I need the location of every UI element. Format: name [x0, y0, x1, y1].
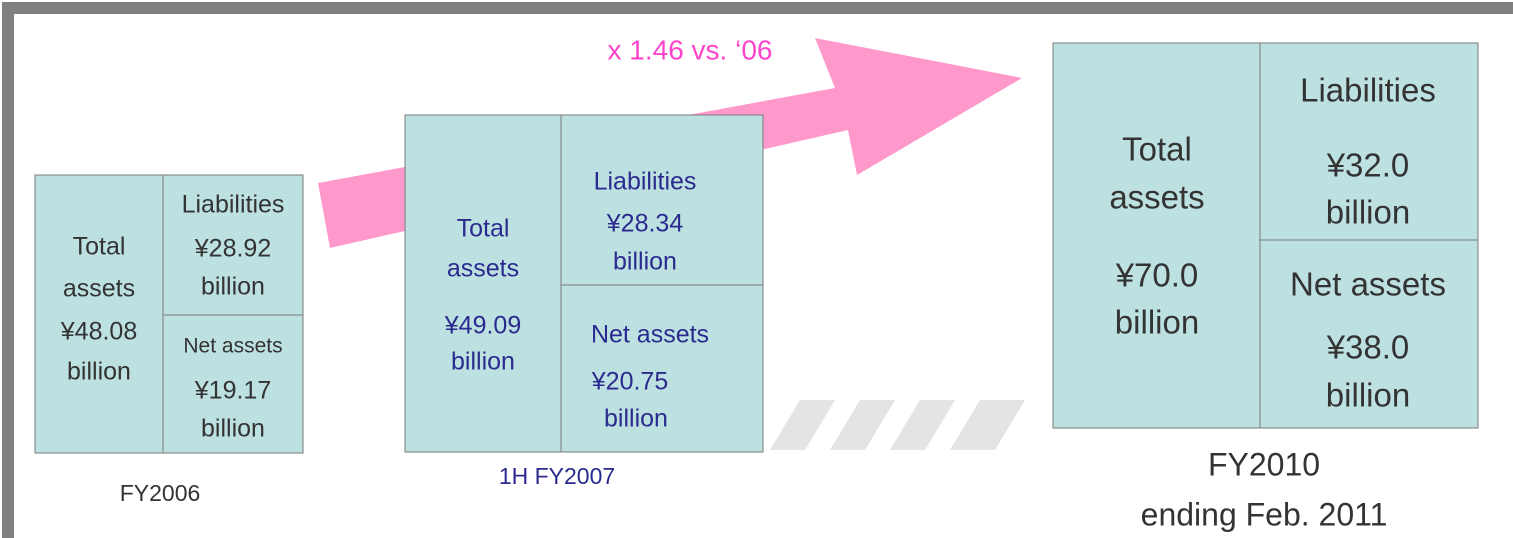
liabilities-text: billion — [201, 273, 265, 301]
total-text: Total — [73, 233, 126, 261]
stripes — [770, 400, 1025, 450]
total-text: billion — [451, 348, 515, 376]
net-assets-text: Net assets — [1290, 266, 1446, 303]
net-assets-text: Net assets — [183, 335, 282, 358]
liabilities-text: ¥28.34 — [606, 210, 684, 238]
label-text: ending Feb. 2011 — [1141, 496, 1388, 532]
total-text: Total — [1122, 131, 1192, 168]
liabilities-text: billion — [1326, 194, 1410, 231]
liabilities-text: ¥28.92 — [194, 235, 271, 263]
total-text: ¥49.09 — [444, 312, 521, 340]
balance-box — [404, 114, 764, 453]
net-assets-text: Net assets — [591, 321, 709, 349]
net-assets-text: billion — [604, 405, 668, 433]
net-assets-text: ¥20.75 — [591, 368, 668, 396]
growth-annotation: x 1.46 vs. ‘06 — [608, 34, 773, 65]
liabilities-text: Liabilities — [1300, 72, 1436, 109]
total-text: Total — [457, 215, 510, 243]
balance-box — [34, 174, 304, 454]
total-text: ¥48.08 — [60, 318, 137, 346]
net-assets-text: billion — [201, 415, 265, 443]
label-text: 1H FY2007 — [499, 463, 615, 489]
total-text: assets — [447, 255, 519, 283]
label-text: FY2006 — [120, 480, 201, 506]
label-text: FY2010 — [1208, 446, 1320, 482]
total-text: assets — [63, 275, 135, 303]
liabilities-text: Liabilities — [182, 191, 285, 219]
total-text: assets — [1109, 179, 1204, 216]
total-text: ¥70.0 — [1115, 257, 1199, 294]
balance-box — [1052, 42, 1479, 429]
total-text: billion — [1115, 304, 1199, 341]
liabilities-text: ¥32.0 — [1326, 147, 1410, 184]
liabilities-text: Liabilities — [594, 168, 697, 196]
liabilities-text: billion — [613, 248, 677, 276]
net-assets-text: billion — [1326, 377, 1410, 414]
net-assets-text: ¥38.0 — [1326, 329, 1410, 366]
net-assets-text: ¥19.17 — [194, 377, 271, 405]
total-text: billion — [67, 358, 131, 386]
